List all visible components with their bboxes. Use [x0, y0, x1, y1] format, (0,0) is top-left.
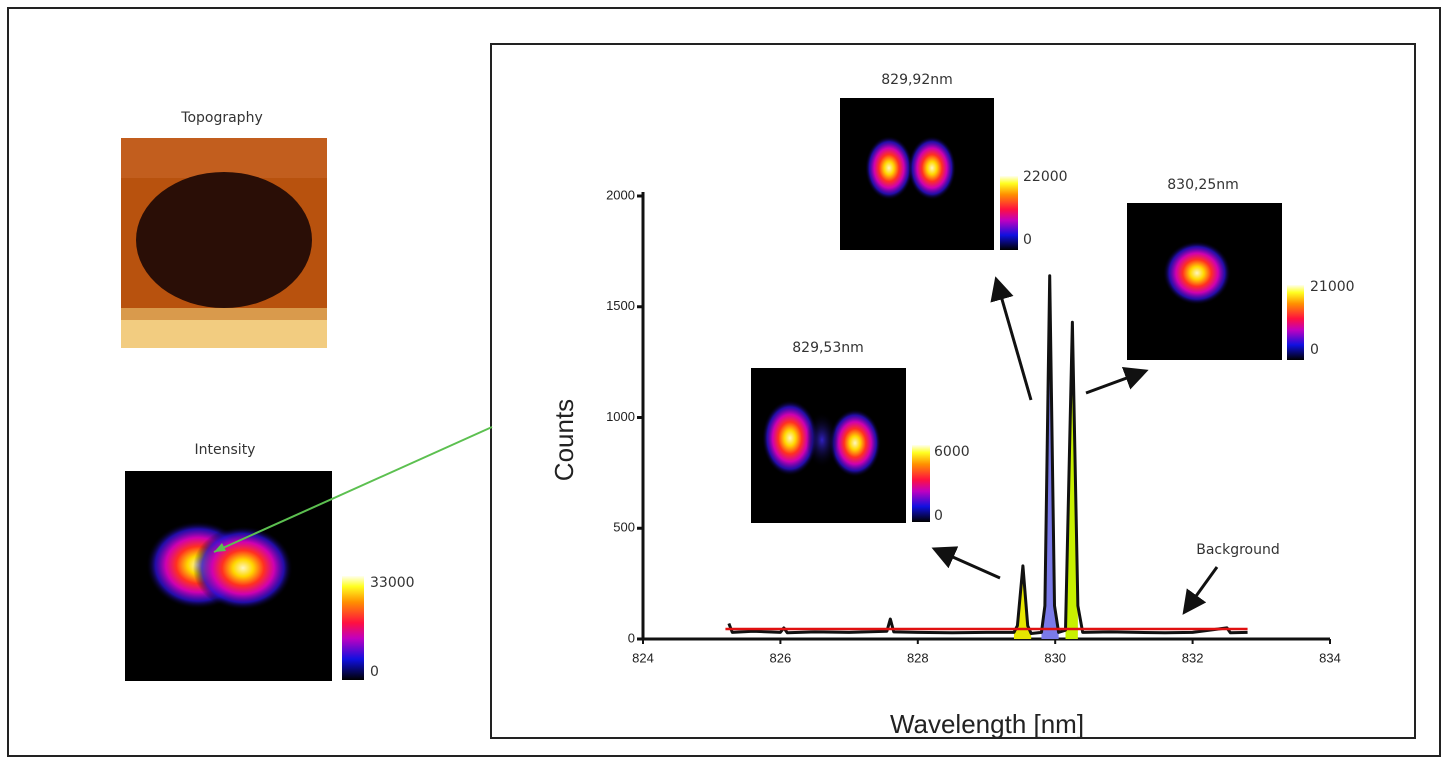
x-tick-label: 824 [632, 650, 654, 665]
colorbar-min: 0 [1023, 232, 1032, 248]
inset-829-92: 829,92nm 22000 0 [840, 72, 1068, 250]
x-tick-label: 830 [1044, 650, 1066, 665]
x-tick-label: 834 [1319, 650, 1341, 665]
link-line [213, 426, 493, 553]
link-arrow [214, 543, 226, 552]
chart-frame [490, 43, 1416, 739]
colorbar [342, 576, 364, 680]
colorbar-max: 22000 [1023, 169, 1068, 185]
x-tick-label: 826 [770, 650, 792, 665]
inset-label: 830,25nm [1167, 177, 1239, 193]
colorbar-max: 21000 [1310, 279, 1355, 295]
inset-830-25: 830,25nm 21000 0 [1127, 177, 1355, 360]
y-tick-label: 2000 [606, 187, 635, 202]
y-tick-label: 0 [628, 630, 635, 645]
topography-image [121, 138, 327, 348]
y-tick-label: 1500 [606, 298, 635, 313]
x-tick-label: 832 [1182, 650, 1204, 665]
y-tick-label: 1000 [606, 409, 635, 424]
inset-label: 829,92nm [881, 72, 953, 88]
inset-829-53: 829,53nm 6000 0 [751, 340, 970, 524]
y-axis-label: Counts [549, 399, 579, 481]
colorbar-max: 33000 [370, 575, 415, 591]
colorbar-min: 0 [370, 664, 379, 680]
series-line [727, 274, 1248, 635]
panel-title: Topography [180, 110, 262, 126]
colorbar-max: 6000 [934, 444, 970, 460]
peak-fill [1065, 322, 1078, 639]
plot: 0 500 1000 1500 2000 824 826 828 830 832 834 [606, 187, 1341, 665]
y-tick-label: 500 [613, 520, 635, 535]
annotation: Background [1196, 542, 1280, 558]
x-axis-label: Wavelength [nm] [890, 709, 1084, 739]
arrows [931, 276, 1219, 615]
outer-frame [7, 7, 1441, 757]
panel-title: Intensity [195, 442, 256, 458]
x-tick-label: 828 [907, 650, 929, 665]
intensity-image [125, 471, 332, 681]
inset-label: 829,53nm [792, 340, 864, 356]
colorbar-min: 0 [934, 508, 943, 524]
colorbar-min: 0 [1310, 342, 1319, 358]
